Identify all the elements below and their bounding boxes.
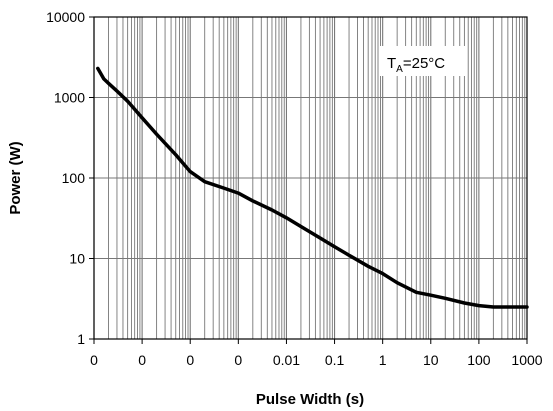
y-tick-label: 1 bbox=[77, 331, 85, 347]
annotation-main: T bbox=[387, 55, 396, 72]
x-tick-label: 0.01 bbox=[273, 352, 300, 368]
x-tick-label: 0 bbox=[186, 352, 194, 368]
y-tick-label: 100 bbox=[62, 170, 86, 186]
temperature-annotation: TA=25°C bbox=[387, 55, 445, 75]
y-tick-labels: 1 10 100 1000 10000 bbox=[46, 9, 85, 347]
x-axis-title: Pulse Width (s) bbox=[256, 391, 364, 408]
y-tick-label: 10 bbox=[69, 251, 85, 267]
x-tick-label: 0 bbox=[138, 352, 146, 368]
annotation-rest: =25°C bbox=[403, 55, 445, 72]
y-tick-label: 10000 bbox=[46, 9, 85, 25]
y-axis-title: Power (W) bbox=[7, 141, 24, 214]
x-tick-label: 1 bbox=[379, 352, 387, 368]
annotation-box bbox=[380, 46, 466, 76]
annotation-subscript: A bbox=[396, 64, 403, 75]
x-tick-label: 0 bbox=[234, 352, 242, 368]
x-tick-label: 1000 bbox=[511, 352, 542, 368]
x-tick-label: 100 bbox=[467, 352, 491, 368]
power-curve bbox=[96, 66, 529, 309]
y-tick-label: 1000 bbox=[54, 90, 85, 106]
x-tick-label: 0.1 bbox=[325, 352, 345, 368]
x-tick-label: 0 bbox=[90, 352, 98, 368]
x-tick-labels: 0 0 0 0 0.01 0.1 1 10 100 1000 bbox=[90, 352, 543, 368]
x-tick-label: 10 bbox=[423, 352, 439, 368]
tick-marks bbox=[89, 16, 528, 344]
